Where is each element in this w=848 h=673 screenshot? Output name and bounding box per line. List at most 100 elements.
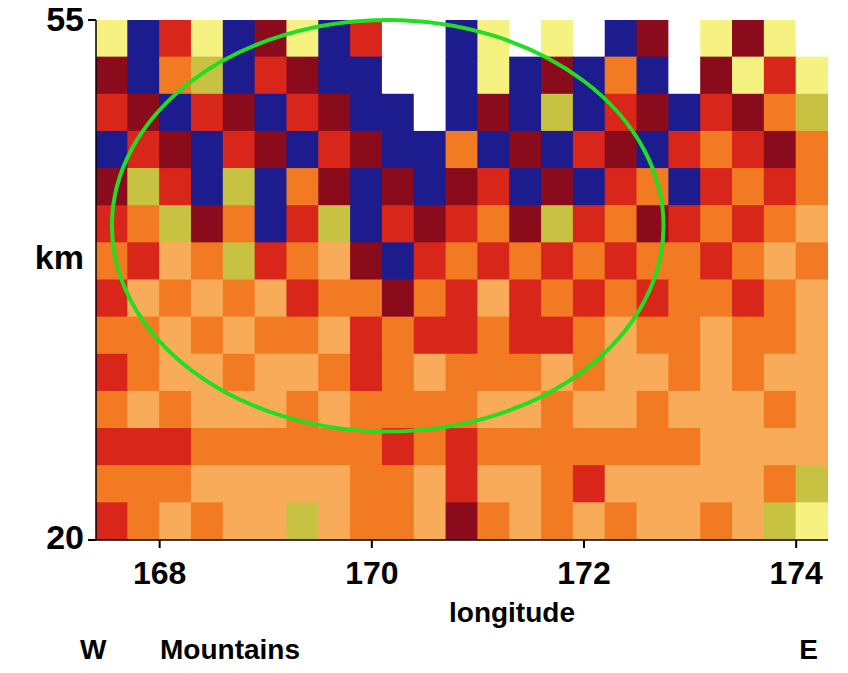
heatmap-cell	[446, 131, 479, 169]
heatmap-cell	[414, 317, 447, 355]
heatmap-cell	[159, 94, 192, 132]
heatmap-cell	[286, 242, 319, 280]
x-tick-label: 168	[133, 555, 186, 591]
heatmap-cell	[414, 502, 447, 540]
heatmap-cell	[573, 131, 606, 169]
heatmap-cell	[732, 94, 765, 132]
heatmap-cell	[159, 131, 192, 169]
heatmap-cell	[223, 205, 256, 243]
annotation: E	[799, 634, 818, 665]
heatmap-cell	[541, 94, 574, 132]
heatmap-cell	[796, 391, 828, 429]
heatmap-cell	[700, 94, 733, 132]
heatmap-cell	[605, 391, 638, 429]
heatmap-cell	[509, 502, 542, 540]
heatmap-cell	[700, 280, 733, 318]
heatmap-cell	[382, 131, 415, 169]
heatmap-cell	[286, 317, 319, 355]
heatmap-cell	[764, 280, 797, 318]
heatmap-cell	[541, 20, 574, 58]
heatmap-cell	[700, 242, 733, 280]
heatmap-cell	[286, 131, 319, 169]
heatmap-cell	[414, 280, 447, 318]
heatmap-cell	[637, 465, 670, 503]
heatmap-cell	[318, 502, 351, 540]
heatmap-cell	[318, 354, 351, 392]
heatmap-cell	[446, 280, 479, 318]
heatmap-cell	[223, 428, 256, 466]
heatmap-cell	[477, 280, 510, 318]
heatmap-cell	[350, 465, 383, 503]
heatmap-cell	[509, 317, 542, 355]
heatmap-cell	[796, 502, 828, 540]
heatmap-cell	[796, 205, 828, 243]
heatmap-cell	[541, 502, 574, 540]
heatmap-cell	[700, 131, 733, 169]
heatmap-cell	[700, 391, 733, 429]
heatmap-cell	[764, 131, 797, 169]
heatmap-cell	[700, 502, 733, 540]
heatmap-cell	[477, 502, 510, 540]
heatmap-cell	[350, 205, 383, 243]
heatmap-cell	[159, 502, 192, 540]
heatmap-cell	[414, 168, 447, 206]
heatmap-cell	[700, 168, 733, 206]
heatmap-cell	[96, 20, 128, 58]
heatmap-cell	[286, 428, 319, 466]
heatmap-cell	[159, 20, 192, 58]
heatmap-cell	[605, 205, 638, 243]
heatmap-cell	[318, 317, 351, 355]
heatmap-cell	[573, 391, 606, 429]
heatmap-cell	[668, 317, 701, 355]
heatmap-cell	[764, 502, 797, 540]
heatmap-cell	[382, 57, 415, 95]
heatmap-cell	[796, 280, 828, 318]
heatmap-cell	[350, 280, 383, 318]
heatmap-cell	[223, 465, 256, 503]
heatmap-cell	[637, 20, 670, 58]
heatmap-cell	[764, 205, 797, 243]
heatmap-cell	[446, 57, 479, 95]
heatmap-cell	[764, 317, 797, 355]
x-tick	[795, 540, 797, 548]
heatmap-cell	[605, 94, 638, 132]
x-tick-label: 170	[345, 555, 398, 591]
x-axis-title: longitude	[449, 597, 575, 628]
heatmap-cell	[732, 242, 765, 280]
y-axis-title: km	[35, 238, 84, 276]
heatmap-cell	[700, 317, 733, 355]
heatmap-cell	[255, 94, 288, 132]
heatmap-cell	[318, 391, 351, 429]
heatmap-cell	[127, 354, 160, 392]
heatmap-cell	[255, 57, 288, 95]
heatmap-cell	[541, 317, 574, 355]
heatmap-cell	[509, 57, 542, 95]
heatmap-cell	[700, 205, 733, 243]
heatmap-cell	[127, 57, 160, 95]
heatmap-cell	[223, 391, 256, 429]
heatmap-cell	[286, 465, 319, 503]
heatmap-cell	[446, 502, 479, 540]
heatmap-cell	[477, 354, 510, 392]
heatmap-cell	[668, 94, 701, 132]
heatmap-cell	[127, 391, 160, 429]
heatmap-cell	[255, 131, 288, 169]
heatmap-cell	[286, 502, 319, 540]
heatmap-cell	[477, 94, 510, 132]
heatmap-cell	[509, 168, 542, 206]
heatmap-cell	[127, 20, 160, 58]
heatmap-cell	[796, 131, 828, 169]
heatmap-cell	[446, 205, 479, 243]
heatmap-cell	[605, 57, 638, 95]
heatmap-cell	[796, 168, 828, 206]
heatmap-cell	[350, 502, 383, 540]
heatmap-cell	[573, 94, 606, 132]
heatmap-cell	[191, 205, 224, 243]
heatmap-cell	[414, 465, 447, 503]
heatmap-cell	[605, 280, 638, 318]
heatmap-cell	[573, 20, 606, 58]
heatmap-cell	[255, 502, 288, 540]
heatmap-cell	[700, 57, 733, 95]
heatmap-cell	[764, 391, 797, 429]
heatmap-cell	[509, 280, 542, 318]
